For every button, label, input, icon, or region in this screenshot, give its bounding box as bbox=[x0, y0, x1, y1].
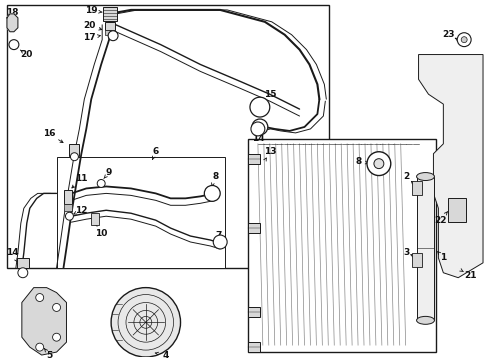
Text: 15: 15 bbox=[263, 90, 275, 99]
Bar bbox=[69, 144, 79, 156]
Text: 22: 22 bbox=[433, 216, 446, 225]
Circle shape bbox=[460, 37, 466, 42]
Circle shape bbox=[108, 31, 118, 41]
Text: 2: 2 bbox=[403, 172, 409, 181]
Polygon shape bbox=[418, 55, 482, 278]
Circle shape bbox=[111, 288, 180, 357]
Text: 20: 20 bbox=[20, 50, 33, 59]
Text: 23: 23 bbox=[441, 30, 454, 39]
Text: 1: 1 bbox=[439, 253, 446, 262]
Polygon shape bbox=[7, 14, 18, 32]
Text: 14: 14 bbox=[251, 134, 264, 143]
Circle shape bbox=[53, 333, 61, 341]
Text: 17: 17 bbox=[83, 33, 95, 42]
Circle shape bbox=[9, 40, 19, 50]
Text: 21: 21 bbox=[463, 271, 475, 280]
Bar bbox=[247, 342, 259, 352]
Bar bbox=[103, 7, 117, 21]
Bar bbox=[7, 5, 328, 268]
Text: 14: 14 bbox=[5, 248, 18, 257]
Text: 18: 18 bbox=[6, 8, 18, 17]
Circle shape bbox=[373, 159, 383, 168]
Text: 5: 5 bbox=[46, 351, 53, 360]
Circle shape bbox=[251, 119, 267, 135]
Circle shape bbox=[65, 212, 73, 220]
Circle shape bbox=[249, 97, 269, 117]
Circle shape bbox=[97, 180, 105, 188]
Text: 8: 8 bbox=[212, 172, 218, 181]
Bar bbox=[247, 154, 259, 164]
Circle shape bbox=[36, 293, 43, 302]
Bar bbox=[247, 139, 435, 352]
Bar bbox=[247, 223, 259, 233]
Bar bbox=[416, 176, 433, 320]
Circle shape bbox=[204, 185, 220, 201]
Bar bbox=[447, 198, 465, 222]
Text: 19: 19 bbox=[85, 6, 98, 15]
Circle shape bbox=[70, 153, 78, 161]
Text: 9: 9 bbox=[106, 168, 112, 177]
Bar bbox=[91, 213, 99, 225]
Bar bbox=[411, 181, 421, 195]
Bar bbox=[57, 157, 224, 268]
Bar bbox=[63, 204, 72, 211]
Text: 13: 13 bbox=[263, 147, 275, 156]
Circle shape bbox=[53, 303, 61, 311]
Text: 16: 16 bbox=[43, 129, 56, 138]
Bar bbox=[105, 22, 115, 30]
Text: 7: 7 bbox=[215, 230, 221, 239]
Circle shape bbox=[366, 152, 390, 176]
Circle shape bbox=[18, 268, 28, 278]
Circle shape bbox=[213, 235, 227, 249]
Bar bbox=[63, 190, 72, 204]
Bar bbox=[105, 30, 115, 35]
Bar bbox=[247, 307, 259, 318]
Polygon shape bbox=[22, 288, 66, 355]
Text: 12: 12 bbox=[75, 206, 87, 215]
Text: 11: 11 bbox=[75, 174, 87, 183]
Text: 10: 10 bbox=[95, 229, 107, 238]
Circle shape bbox=[250, 122, 264, 136]
Text: 8: 8 bbox=[355, 157, 362, 166]
Text: 4: 4 bbox=[162, 351, 168, 360]
Text: 6: 6 bbox=[152, 147, 159, 156]
Text: 3: 3 bbox=[403, 248, 409, 257]
Circle shape bbox=[36, 343, 43, 351]
Ellipse shape bbox=[416, 172, 433, 180]
Text: 20: 20 bbox=[83, 21, 95, 30]
Circle shape bbox=[456, 33, 470, 46]
Ellipse shape bbox=[416, 316, 433, 324]
Bar bbox=[411, 253, 421, 267]
Bar bbox=[17, 258, 29, 268]
